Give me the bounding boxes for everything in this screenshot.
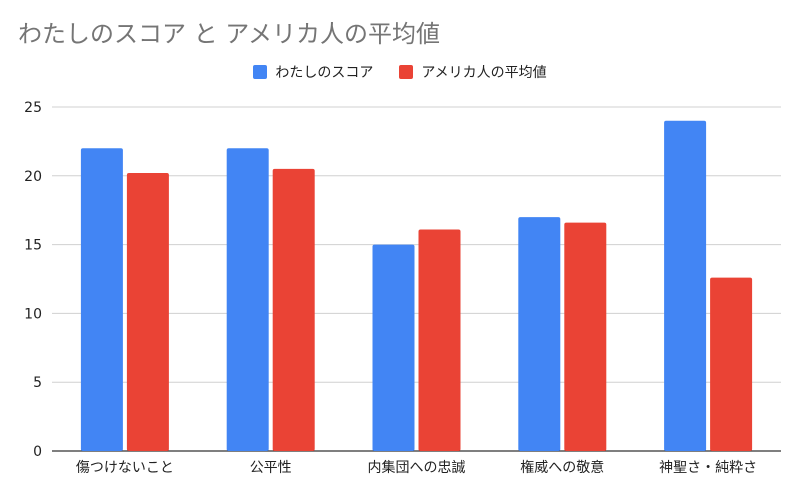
bar-series-2-1 — [126, 173, 169, 451]
legend: わたしのスコア アメリカ人の平均値 — [0, 62, 800, 82]
legend-item-series-1: わたしのスコア — [253, 62, 373, 82]
x-tick-label: 公平性 — [250, 460, 292, 476]
bar-series-1-5 — [664, 120, 707, 451]
x-tick-label: 権威への敬意 — [520, 459, 604, 476]
x-tick-label: 内集団への忠誠 — [368, 459, 466, 476]
y-tick-label: 20 — [24, 169, 42, 185]
legend-swatch-series-1 — [253, 65, 268, 79]
chart-title: わたしのスコア と アメリカ人の平均値 — [18, 20, 441, 48]
bar-series-1-3 — [372, 244, 415, 451]
bar-series-1-1 — [80, 148, 123, 451]
bar-series-2-5 — [710, 277, 753, 451]
bar-series-1-4 — [518, 217, 561, 451]
x-tick-label: 傷つけないこと — [76, 460, 174, 476]
y-tick-label: 25 — [24, 100, 42, 116]
y-tick-label: 0 — [33, 444, 42, 460]
bar-series-2-2 — [272, 168, 315, 452]
bar-series-1-2 — [226, 148, 269, 451]
x-tick-label: 神聖さ・純粋さ — [659, 460, 757, 476]
legend-swatch-series-2 — [399, 65, 414, 79]
legend-item-series-2: アメリカ人の平均値 — [399, 62, 547, 82]
bar-series-2-4 — [564, 222, 607, 451]
y-tick-label: 15 — [24, 238, 42, 254]
y-tick-label: 10 — [24, 306, 42, 322]
legend-label-series-2: アメリカ人の平均値 — [421, 65, 547, 81]
y-tick-label: 5 — [33, 375, 42, 391]
legend-label-series-1: わたしのスコア — [275, 65, 374, 81]
bar-series-2-3 — [418, 229, 461, 451]
